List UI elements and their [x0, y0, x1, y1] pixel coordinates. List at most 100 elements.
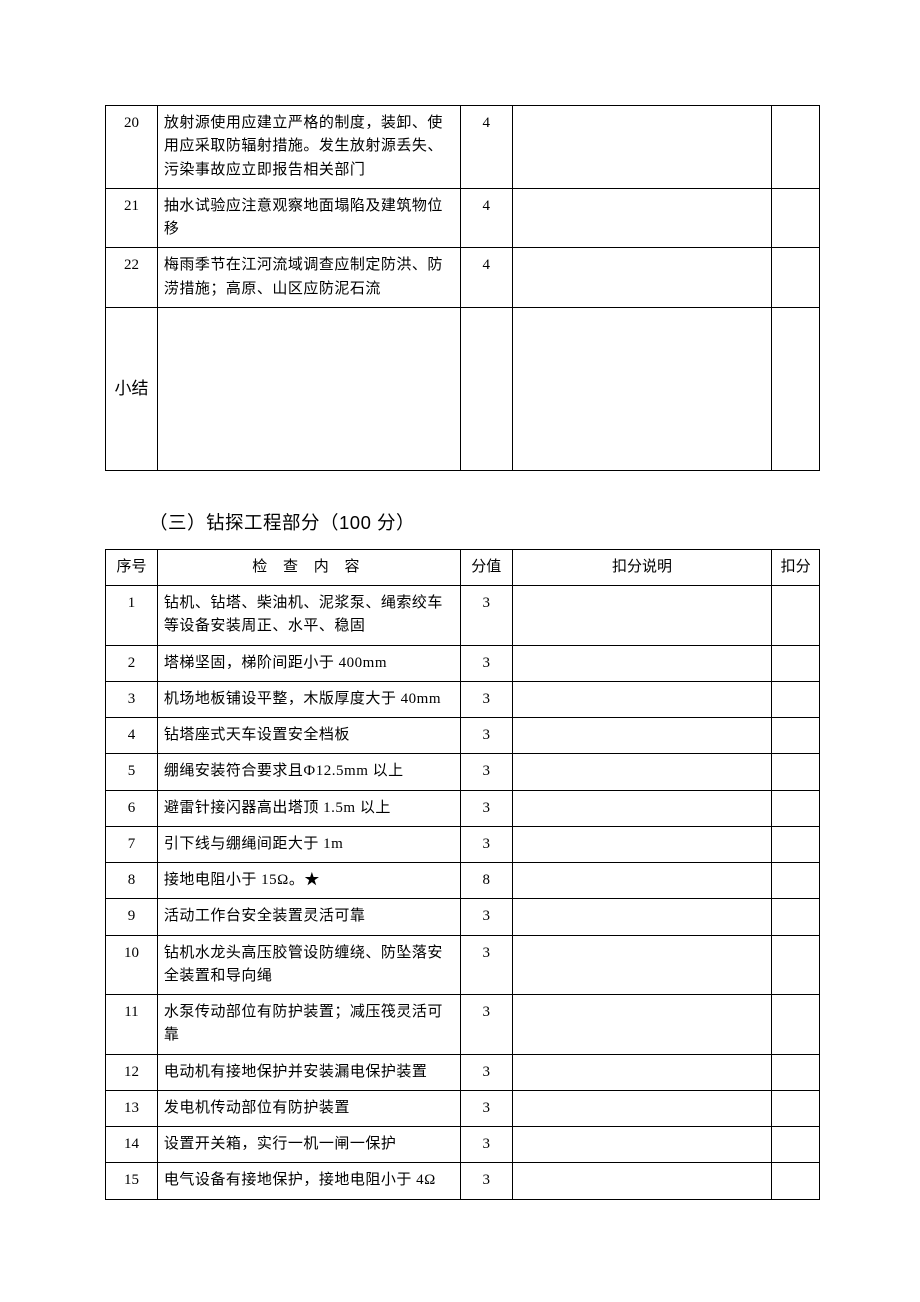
row-explain — [512, 826, 772, 862]
row-deduct — [772, 1163, 820, 1199]
row-content: 电动机有接地保护并安装漏电保护装置 — [157, 1054, 460, 1090]
row-deduct — [772, 790, 820, 826]
row-seq: 13 — [106, 1090, 158, 1126]
row-seq: 20 — [106, 106, 158, 189]
table-row: 6避雷针接闪器高出塔顶 1.5m 以上3 — [106, 790, 820, 826]
table-row: 4钻塔座式天车设置安全档板3 — [106, 718, 820, 754]
row-explain — [512, 106, 772, 189]
row-seq: 6 — [106, 790, 158, 826]
table-row: 7引下线与绷绳间距大于 1m3 — [106, 826, 820, 862]
table-summary-row: 小结 — [106, 307, 820, 470]
table1-body: 20 放射源使用应建立严格的制度，装卸、使用应采取防辐射措施。发生放射源丢失、污… — [106, 106, 820, 471]
table-row: 12电动机有接地保护并安装漏电保护装置3 — [106, 1054, 820, 1090]
row-seq: 15 — [106, 1163, 158, 1199]
row-score: 3 — [460, 826, 512, 862]
row-explain — [512, 995, 772, 1055]
row-deduct — [772, 935, 820, 995]
section-title-drilling: （三）钻探工程部分（100 分） — [149, 509, 820, 535]
summary-explain — [512, 307, 772, 470]
row-score: 3 — [460, 645, 512, 681]
row-deduct — [772, 681, 820, 717]
row-explain — [512, 718, 772, 754]
row-deduct — [772, 995, 820, 1055]
row-seq: 12 — [106, 1054, 158, 1090]
row-explain — [512, 1090, 772, 1126]
row-explain — [512, 1163, 772, 1199]
row-score: 4 — [460, 248, 512, 308]
row-deduct — [772, 1054, 820, 1090]
row-score: 3 — [460, 1090, 512, 1126]
row-deduct — [772, 754, 820, 790]
row-score: 3 — [460, 681, 512, 717]
row-deduct — [772, 248, 820, 308]
row-score: 3 — [460, 899, 512, 935]
row-seq: 4 — [106, 718, 158, 754]
summary-deduct — [772, 307, 820, 470]
row-score: 3 — [460, 754, 512, 790]
row-explain — [512, 790, 772, 826]
row-explain — [512, 248, 772, 308]
row-seq: 3 — [106, 681, 158, 717]
table-row: 8接地电阻小于 15Ω。★8 — [106, 863, 820, 899]
row-content: 设置开关箱，实行一机一闸一保护 — [157, 1127, 460, 1163]
row-deduct — [772, 188, 820, 248]
row-seq: 8 — [106, 863, 158, 899]
row-deduct — [772, 1090, 820, 1126]
table-drilling: 序号 检 查 内 容 分值 扣分说明 扣分 1钻机、钻塔、柴油机、泥浆泵、绳索绞… — [105, 549, 820, 1200]
summary-content — [157, 307, 460, 470]
table-row: 2塔梯坚固，梯阶间距小于 400mm3 — [106, 645, 820, 681]
row-explain — [512, 645, 772, 681]
row-seq: 9 — [106, 899, 158, 935]
header-score: 分值 — [460, 549, 512, 585]
row-content: 钻机水龙头高压胶管设防缠绕、防坠落安全装置和导向绳 — [157, 935, 460, 995]
row-score: 3 — [460, 1127, 512, 1163]
row-explain — [512, 754, 772, 790]
row-content: 避雷针接闪器高出塔顶 1.5m 以上 — [157, 790, 460, 826]
document-page: 20 放射源使用应建立严格的制度，装卸、使用应采取防辐射措施。发生放射源丢失、污… — [0, 0, 920, 1302]
table-row: 5绷绳安装符合要求且Ф12.5mm 以上3 — [106, 754, 820, 790]
row-content: 钻塔座式天车设置安全档板 — [157, 718, 460, 754]
table-row: 14设置开关箱，实行一机一闸一保护3 — [106, 1127, 820, 1163]
row-seq: 7 — [106, 826, 158, 862]
row-seq: 5 — [106, 754, 158, 790]
row-content: 放射源使用应建立严格的制度，装卸、使用应采取防辐射措施。发生放射源丢失、污染事故… — [157, 106, 460, 189]
row-score: 3 — [460, 995, 512, 1055]
table-row: 22 梅雨季节在江河流域调查应制定防洪、防涝措施；高原、山区应防泥石流 4 — [106, 248, 820, 308]
table-row: 15电气设备有接地保护，接地电阻小于 4Ω3 — [106, 1163, 820, 1199]
row-content: 电气设备有接地保护，接地电阻小于 4Ω — [157, 1163, 460, 1199]
row-score: 3 — [460, 586, 512, 646]
summary-score — [460, 307, 512, 470]
row-explain — [512, 1127, 772, 1163]
row-content: 绷绳安装符合要求且Ф12.5mm 以上 — [157, 754, 460, 790]
row-deduct — [772, 1127, 820, 1163]
row-seq: 10 — [106, 935, 158, 995]
row-content: 接地电阻小于 15Ω。★ — [157, 863, 460, 899]
row-content: 机场地板铺设平整，木版厚度大于 40mm — [157, 681, 460, 717]
row-explain — [512, 681, 772, 717]
header-content: 检 查 内 容 — [157, 549, 460, 585]
table-row: 9活动工作台安全装置灵活可靠3 — [106, 899, 820, 935]
row-deduct — [772, 826, 820, 862]
row-score: 4 — [460, 188, 512, 248]
row-deduct — [772, 863, 820, 899]
row-seq: 1 — [106, 586, 158, 646]
row-score: 3 — [460, 718, 512, 754]
row-content: 引下线与绷绳间距大于 1m — [157, 826, 460, 862]
table-row: 13发电机传动部位有防护装置3 — [106, 1090, 820, 1126]
header-seq: 序号 — [106, 549, 158, 585]
table-row: 20 放射源使用应建立严格的制度，装卸、使用应采取防辐射措施。发生放射源丢失、污… — [106, 106, 820, 189]
table-header-row: 序号 检 查 内 容 分值 扣分说明 扣分 — [106, 549, 820, 585]
row-seq: 22 — [106, 248, 158, 308]
row-seq: 21 — [106, 188, 158, 248]
row-deduct — [772, 586, 820, 646]
row-score: 3 — [460, 935, 512, 995]
table-row: 10钻机水龙头高压胶管设防缠绕、防坠落安全装置和导向绳3 — [106, 935, 820, 995]
header-explain: 扣分说明 — [512, 549, 772, 585]
table-section-2-continued: 20 放射源使用应建立严格的制度，装卸、使用应采取防辐射措施。发生放射源丢失、污… — [105, 105, 820, 471]
row-score: 4 — [460, 106, 512, 189]
row-explain — [512, 586, 772, 646]
row-content: 活动工作台安全装置灵活可靠 — [157, 899, 460, 935]
row-deduct — [772, 645, 820, 681]
row-score: 3 — [460, 1163, 512, 1199]
row-content: 抽水试验应注意观察地面塌陷及建筑物位移 — [157, 188, 460, 248]
